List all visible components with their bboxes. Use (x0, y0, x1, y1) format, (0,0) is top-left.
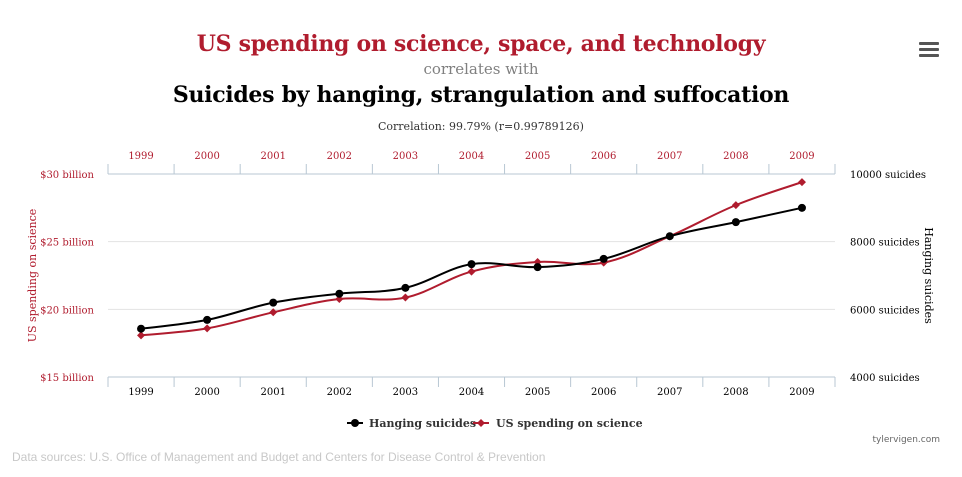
hanging-suicides-point (203, 315, 212, 324)
us-science-spending-line (140, 181, 803, 337)
legend-hanging-suicides-marker (351, 419, 359, 427)
bottom-x-tick-label: 2007 (657, 387, 682, 398)
bottom-x-tick-label: 1999 (128, 387, 153, 398)
hanging-suicides-point (797, 203, 806, 212)
bottom-x-tick-label: 2002 (327, 387, 352, 398)
hanging-suicides-point (533, 263, 542, 272)
hanging-suicides-point (401, 283, 410, 292)
bottom-x-tick-label: 2009 (789, 387, 814, 398)
top-x-tick-label: 2002 (327, 151, 352, 162)
bottom-x-tick-label: 2004 (459, 387, 484, 398)
chart-title: US spending on science, space, and techn… (196, 31, 766, 57)
bottom-x-tick-label: 2008 (723, 387, 748, 398)
hanging-suicides-point (269, 298, 278, 307)
left-y-tick-label: $30 billion (40, 170, 94, 181)
us-science-spending-point (401, 293, 410, 302)
bottom-x-tick-label: 2003 (393, 387, 418, 398)
legend-us-science-spending-marker (477, 419, 485, 427)
top-x-tick-label: 2008 (723, 151, 748, 162)
menu-bar (919, 54, 939, 57)
left-y-tick-label: $25 billion (40, 238, 94, 249)
menu-bar (919, 42, 939, 45)
us-science-spending-point (731, 201, 740, 210)
left-y-tick-label: $20 billion (40, 305, 94, 316)
hanging-suicides-point (467, 260, 476, 269)
data-sources-text: Data sources: U.S. Office of Management … (12, 450, 546, 464)
right-y-tick-label: 8000 suicides (850, 238, 920, 249)
hanging-suicides-point (665, 232, 674, 241)
right-y-tick-label: 4000 suicides (850, 373, 920, 384)
correlation-text: Correlation: 99.79% (r=0.99789126) (378, 120, 584, 133)
bottom-x-tick-label: 2006 (591, 387, 616, 398)
right-y-axis-title: Hanging suicides (922, 227, 935, 324)
hanging-suicides-point (137, 324, 146, 333)
top-x-tick-label: 2003 (393, 151, 418, 162)
us-science-spending-point (467, 267, 476, 276)
us-science-spending-point (137, 331, 146, 340)
bottom-x-tick-label: 2000 (194, 387, 219, 398)
bottom-x-tick-label: 2001 (261, 387, 286, 398)
hanging-suicides-point (731, 218, 740, 227)
left-y-tick-label: $15 billion (40, 373, 94, 384)
top-x-tick-label: 2004 (459, 151, 484, 162)
legend-hanging-suicides-label: Hanging suicides (369, 417, 476, 430)
top-x-tick-label: 1999 (128, 151, 153, 162)
top-x-tick-label: 2007 (657, 151, 682, 162)
top-x-tick-label: 2001 (261, 151, 286, 162)
top-x-tick-label: 2000 (194, 151, 219, 162)
top-x-tick-label: 2009 (789, 151, 814, 162)
left-y-axis-title: US spending on science (26, 209, 39, 343)
us-science-spending-point (203, 324, 212, 333)
top-x-tick-label: 2005 (525, 151, 550, 162)
right-y-tick-label: 10000 suicides (850, 170, 926, 181)
hanging-suicides-point (335, 289, 344, 298)
chart-connector-text: correlates with (423, 60, 539, 78)
hanging-suicides-point (599, 254, 608, 263)
us-science-spending-point (797, 178, 806, 187)
hamburger-menu-icon[interactable] (919, 42, 939, 60)
menu-bar (919, 48, 939, 51)
legend-us-science-spending-label: US spending on science (496, 417, 643, 430)
chart-subtitle: Suicides by hanging, strangulation and s… (172, 82, 790, 108)
bottom-x-tick-label: 2005 (525, 387, 550, 398)
right-y-tick-label: 6000 suicides (850, 305, 920, 316)
credit-text[interactable]: tylervigen.com (872, 435, 940, 445)
top-x-tick-label: 2006 (591, 151, 616, 162)
us-science-spending-point (269, 308, 278, 317)
